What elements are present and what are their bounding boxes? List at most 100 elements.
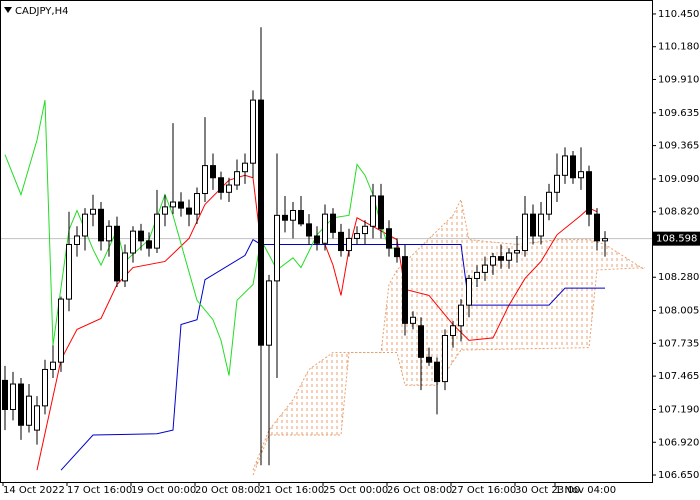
candle-body — [226, 184, 232, 193]
candle-body — [346, 237, 352, 252]
candle-body — [586, 171, 592, 215]
candle-body — [66, 243, 72, 300]
candle-body — [234, 171, 240, 186]
candle-body — [490, 256, 496, 266]
candle-body — [546, 191, 552, 215]
candle-body — [570, 155, 576, 179]
candle-body — [386, 228, 392, 249]
x-tick-label: 30 Oct 23:00 — [515, 485, 580, 496]
candle-body — [474, 271, 480, 279]
y-tick-label: 108.005 — [658, 306, 699, 317]
symbol-menu-icon[interactable] — [4, 7, 12, 13]
x-tick-label: 27 Oct 16:00 — [451, 485, 516, 496]
candle-body — [306, 223, 312, 237]
candle-body — [370, 195, 376, 227]
y-tick-label: 109.635 — [658, 108, 699, 119]
x-tick-label: 1 Nov 04:00 — [555, 485, 616, 496]
cloud-fill — [253, 199, 645, 476]
candle-body — [74, 235, 80, 245]
chart-title: CADJPY,H4 — [15, 6, 68, 17]
candle-body — [194, 193, 200, 215]
candle-body — [162, 206, 168, 215]
candle-body — [522, 213, 528, 252]
cloud-boundary — [252, 198, 646, 471]
candle-body — [122, 252, 128, 282]
candle-body — [98, 208, 104, 242]
candle-body — [290, 210, 296, 221]
candle-body — [418, 325, 424, 358]
candle-body — [202, 165, 208, 195]
y-tick-label: 107.735 — [658, 338, 699, 349]
candle-body — [154, 213, 160, 249]
x-tick-label: 25 Oct 00:00 — [323, 485, 388, 496]
x-tick-label: 21 Oct 16:00 — [259, 485, 324, 496]
candle-body — [450, 325, 456, 336]
candle-body — [322, 213, 328, 244]
candle-body — [58, 298, 64, 363]
candle-body — [362, 225, 368, 235]
candle-body — [378, 195, 384, 230]
x-tick-label: 14 Oct 2022 — [3, 485, 65, 496]
candle-body — [330, 213, 336, 233]
y-tick-label: 109.910 — [658, 74, 699, 85]
candle-body — [402, 256, 408, 324]
candle-body — [498, 256, 504, 261]
x-tick-label: 17 Oct 16:00 — [67, 485, 132, 496]
indicator-line — [4, 100, 397, 376]
candle-body — [242, 162, 248, 173]
candle-body — [530, 213, 536, 237]
candle-body — [442, 334, 448, 383]
candle-body — [578, 171, 584, 179]
candle-body — [138, 230, 144, 242]
y-tick-label: 110.180 — [658, 42, 699, 53]
candle-body — [130, 230, 136, 254]
candle-body — [34, 405, 40, 431]
candle-body — [338, 231, 344, 252]
current-price-box — [653, 231, 700, 246]
candle-body — [514, 250, 520, 254]
candle-body — [426, 356, 432, 363]
candle-body — [298, 210, 304, 225]
candle-body — [410, 316, 416, 324]
candle-body — [282, 214, 288, 221]
indicator-line — [60, 238, 605, 471]
candle-body — [106, 225, 112, 242]
candle-body — [434, 361, 440, 383]
candle-body — [10, 383, 16, 410]
candle-body — [394, 247, 400, 258]
candle-body — [18, 383, 24, 426]
y-tick-label: 110.450 — [658, 9, 699, 20]
candle-body — [538, 213, 544, 237]
axes: 110.450 110.180 109.910 109.635 109.365 109.0… — [2, 9, 700, 496]
candle-body — [178, 201, 184, 209]
candle-body — [466, 277, 472, 306]
candle-body — [90, 208, 96, 215]
candle-body — [218, 177, 224, 193]
x-tick-label: 20 Oct 08:00 — [195, 485, 260, 496]
indicator-line — [36, 174, 598, 471]
candle-body — [186, 207, 192, 215]
candle-body — [562, 155, 568, 176]
candle-body — [274, 214, 280, 282]
candle-body — [26, 395, 32, 426]
candle-body — [50, 361, 56, 370]
y-tick-label: 107.465 — [658, 371, 699, 382]
y-tick-label: 108.280 — [658, 272, 699, 283]
cloud-boundary — [252, 267, 646, 476]
candle-body — [210, 165, 216, 179]
y-tick-label: 107.190 — [658, 404, 699, 415]
candle-body — [258, 99, 264, 346]
y-tick-label: 106.920 — [658, 437, 699, 448]
y-tick-label: 109.090 — [658, 174, 699, 185]
current-price-label: 108.598 — [656, 234, 697, 245]
candle-body — [554, 174, 560, 193]
candle-body — [354, 233, 360, 239]
candle-body — [506, 252, 512, 261]
x-tick-label: 26 Oct 08:00 — [387, 485, 452, 496]
candle-body — [314, 235, 320, 244]
candle-body — [114, 225, 120, 282]
plot-area — [0, 27, 652, 476]
candle-body — [266, 280, 272, 346]
candle-body — [82, 213, 88, 237]
candle-body — [170, 201, 176, 208]
